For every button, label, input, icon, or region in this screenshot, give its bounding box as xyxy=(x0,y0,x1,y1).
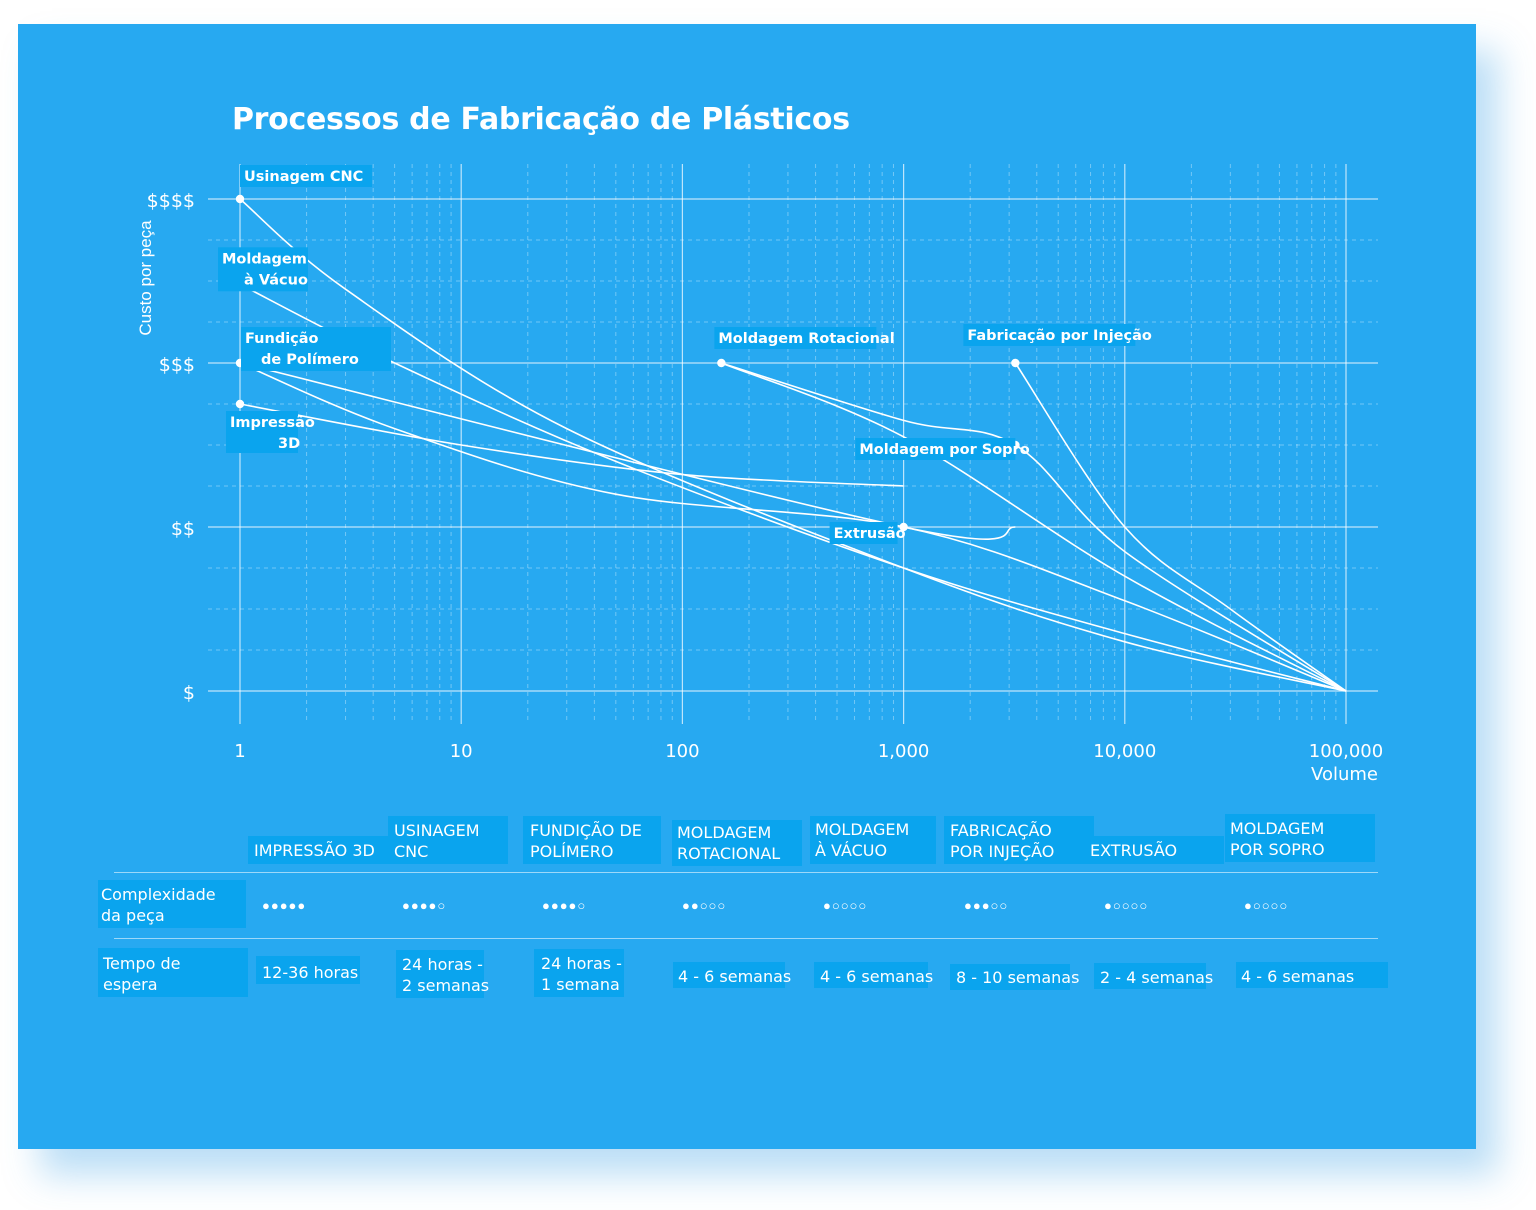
cell-bg xyxy=(534,949,624,997)
complexity-rating: ●●○○○ xyxy=(682,898,727,913)
process-cost-chart: 1 10 100 1,000 10,000 100,000$$$$$$$$$$Volume… xyxy=(147,164,1383,785)
series-label-bg xyxy=(240,165,372,187)
series-line xyxy=(239,283,1347,692)
series-label-bg xyxy=(218,247,308,292)
series-label: à Vácuo xyxy=(244,272,308,288)
data-point xyxy=(235,194,245,204)
series-line xyxy=(239,362,1347,692)
header-bg xyxy=(388,816,508,864)
x-tick-label: 1,000 xyxy=(878,741,930,762)
series-line xyxy=(239,403,904,487)
y-tick-label: $$$$ xyxy=(147,190,195,212)
series-label: Fundição xyxy=(245,331,319,347)
x-tick-label: 100,000 xyxy=(1309,741,1383,762)
series-label-bg xyxy=(241,327,391,371)
lead-time-cell: 24 horas - 2 semanas xyxy=(402,955,490,995)
cell-bg xyxy=(1094,963,1206,989)
series-line xyxy=(239,362,1016,540)
y-axis-label: Custo por peça xyxy=(136,220,155,336)
series-label-bg xyxy=(714,327,877,349)
series-label-bg xyxy=(963,324,1136,346)
series-label: Moldagem por Sopro xyxy=(859,442,1029,458)
series-label-bg xyxy=(829,522,898,544)
header-bg xyxy=(1225,814,1375,862)
column-header-moldagem-sopro: MOLDAGEM POR SOPRO xyxy=(1230,819,1325,859)
lead-time-cell: 24 horas - 1 semana xyxy=(541,954,622,994)
x-tick-label: 100 xyxy=(665,741,699,762)
series-label: Usinagem CNC xyxy=(244,169,363,185)
header-bg xyxy=(1084,836,1224,864)
complexity-rating: ●○○○○ xyxy=(1104,898,1149,913)
chart-card: 1 10 100 1,000 10,000 100,000 $ $$ $$$ $$$$ Volume… xyxy=(18,24,1476,1149)
column-header-fundicao: FUNDIÇÃO DE POLÍMERO xyxy=(530,821,642,861)
series-label: Moldagem xyxy=(222,251,307,267)
row-label-complexidade: Complexidade da peça xyxy=(101,885,216,925)
column-header-extrusao: EXTRUSÃO xyxy=(1090,841,1178,860)
series-line xyxy=(1014,362,1347,692)
cell-bg xyxy=(950,964,1070,990)
series-line xyxy=(721,362,1347,692)
header-bg xyxy=(672,820,802,866)
data-point xyxy=(717,358,726,368)
series-label: Fabricação por Injeção xyxy=(967,328,1152,344)
x-axis-label: Volume xyxy=(1311,764,1378,785)
series-label: Impressão xyxy=(230,415,315,431)
data-point xyxy=(899,522,908,532)
column-header-moldagem-vacuo: MOLDAGEM À VÁCUO xyxy=(815,820,910,860)
complexity-rating: ●●●●○ xyxy=(542,898,587,913)
lead-time-cell: 4 - 6 semanas xyxy=(678,967,792,986)
chart-title: Processos de Fabricação de Plásticos xyxy=(232,102,850,137)
column-header-moldagem-rotacional: MOLDAGEM ROTACIONAL xyxy=(677,823,781,863)
data-point xyxy=(1011,358,1020,368)
lead-time-cell: 8 - 10 semanas xyxy=(956,968,1080,987)
table-divider xyxy=(114,938,1378,939)
row-label-tempo: Tempo de espera xyxy=(103,954,181,994)
row-label-bg xyxy=(98,948,248,997)
header-bg xyxy=(810,816,936,864)
lead-time-cell: 4 - 6 semanas xyxy=(1241,967,1355,986)
header-bg xyxy=(523,816,661,864)
complexity-rating: ●○○○○ xyxy=(1244,898,1289,913)
cell-bg xyxy=(1236,962,1388,988)
series-line xyxy=(721,362,1347,692)
lead-time-cell: 4 - 6 semanas xyxy=(820,967,934,986)
complexity-rating: ●○○○○ xyxy=(823,898,868,913)
cell-bg xyxy=(814,962,928,988)
x-tick-label: 10,000 xyxy=(1093,741,1156,762)
cell-bg xyxy=(396,950,484,998)
y-tick-label: $ xyxy=(183,682,195,704)
series-label: de Polímero xyxy=(261,352,359,368)
x-tick-label: 10 xyxy=(450,741,473,762)
series-label: Extrusão xyxy=(834,526,906,542)
series-label: 3D xyxy=(278,436,300,452)
row-label-bg xyxy=(98,880,246,928)
series-line xyxy=(239,198,1347,692)
lead-time-cell: 2 - 4 semanas xyxy=(1100,968,1214,987)
y-tick-label: $$ xyxy=(171,518,195,540)
table-divider xyxy=(114,872,1378,873)
series-label-bg xyxy=(226,411,298,453)
header-bg xyxy=(248,836,400,864)
complexity-rating: ●●●●● xyxy=(262,898,307,913)
column-header-usinagem-cnc: USINAGEM CNC xyxy=(394,821,480,861)
column-header-impressao-3d: IMPRESSÃO 3D xyxy=(254,841,375,860)
lead-time-cell: 12-36 horas xyxy=(262,963,359,982)
series-label: Moldagem Rotacional xyxy=(718,331,894,347)
header-bg xyxy=(944,816,1094,864)
complexity-rating: ●●●●○ xyxy=(402,898,447,913)
cell-bg xyxy=(673,962,785,988)
y-tick-label: $$$ xyxy=(159,354,195,376)
series-label-bg xyxy=(855,438,1016,460)
cell-bg xyxy=(256,956,360,984)
x-tick-label: 1 xyxy=(234,741,245,762)
complexity-rating: ●●●○○ xyxy=(964,898,1009,913)
column-header-fabricacao-injecao: FABRICAÇÃO POR INJEÇÃO xyxy=(950,821,1055,861)
data-point xyxy=(235,399,245,409)
